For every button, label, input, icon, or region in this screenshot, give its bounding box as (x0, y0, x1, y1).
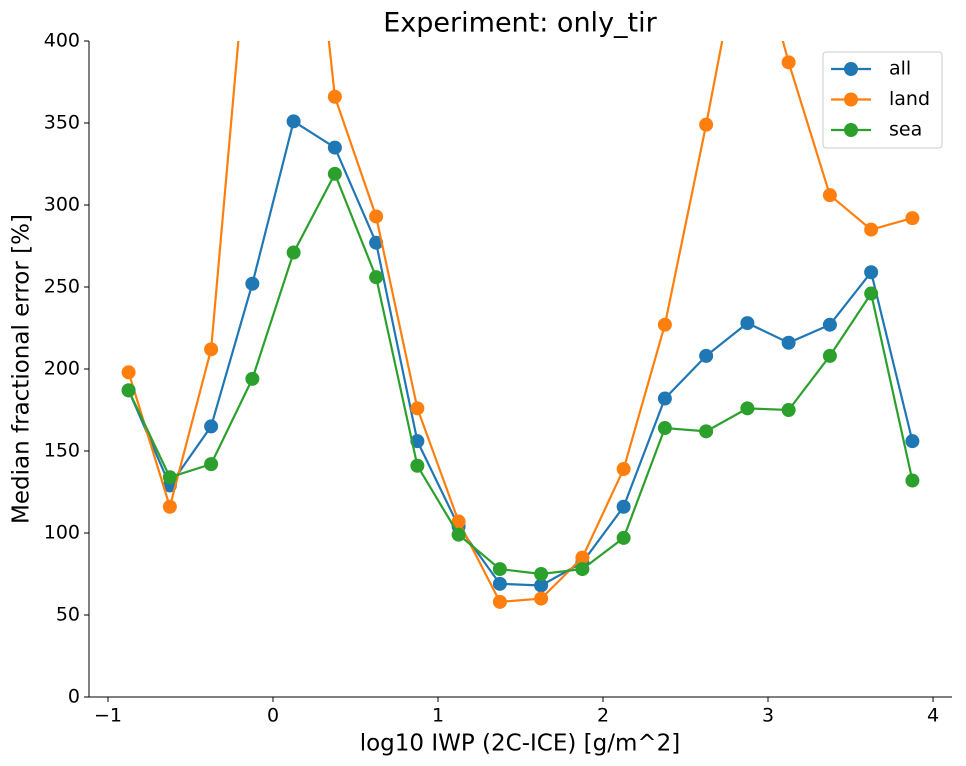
data-point (905, 211, 920, 226)
data-point (492, 576, 507, 591)
data-point (699, 117, 714, 132)
data-point (451, 527, 466, 542)
x-tick-label: 2 (597, 705, 609, 727)
data-point (864, 222, 879, 237)
legend-marker (844, 92, 858, 107)
data-point (451, 514, 466, 529)
data-point (740, 401, 755, 416)
legend-label: all (889, 58, 911, 80)
y-tick-label: 50 (56, 604, 80, 626)
data-point (162, 470, 177, 485)
data-point (286, 114, 301, 129)
data-point (822, 348, 837, 363)
x-tick-label: 0 (267, 705, 279, 727)
data-point (492, 562, 507, 577)
data-point (121, 383, 136, 398)
data-point (369, 270, 384, 285)
data-point (286, 245, 301, 260)
y-tick-label: 200 (44, 358, 80, 380)
data-point (616, 499, 631, 514)
data-point (905, 473, 920, 488)
data-point (657, 317, 672, 332)
legend-marker (844, 123, 858, 137)
data-point (327, 89, 342, 104)
data-point (699, 348, 714, 363)
data-point (575, 562, 590, 577)
y-tick-label: 150 (44, 440, 80, 462)
data-point (410, 458, 425, 473)
y-tick-label: 300 (44, 194, 80, 216)
series-line (127, 171, 914, 576)
data-point (822, 317, 837, 332)
data-point (204, 419, 219, 434)
plot-area (121, 41, 920, 609)
data-point (740, 316, 755, 331)
x-tick-label: 1 (432, 705, 444, 727)
data-point (822, 188, 837, 203)
data-point (616, 530, 631, 545)
y-axis-label: Median fractional error [%] (9, 214, 35, 524)
x-tick-label: 3 (762, 705, 774, 727)
data-point (575, 550, 590, 565)
y-tick-label: 400 (44, 30, 80, 52)
data-point (781, 55, 796, 70)
data-point (699, 424, 714, 439)
data-point (410, 401, 425, 416)
data-point (864, 265, 879, 280)
data-point (204, 342, 219, 357)
data-point (204, 457, 219, 472)
data-point (245, 276, 260, 291)
legend: all land sea (822, 51, 943, 149)
y-tick-label: 0 (68, 686, 80, 708)
data-point (781, 403, 796, 417)
x-tick-label: 4 (927, 705, 939, 727)
legend-label: land (889, 88, 930, 110)
data-point (369, 209, 384, 224)
legend-label: sea (889, 119, 922, 141)
series-line (127, 119, 914, 587)
data-point (616, 462, 631, 477)
x-tick-label: −1 (94, 705, 122, 727)
y-tick-label: 250 (44, 276, 80, 298)
chart-title: Experiment: only_tir (383, 8, 657, 39)
y-tick-label: 350 (44, 112, 80, 134)
data-point (534, 567, 549, 581)
data-point (864, 286, 879, 301)
data-point (162, 499, 177, 514)
data-point (245, 371, 260, 386)
data-point (492, 594, 507, 609)
data-point (781, 335, 796, 350)
data-point (121, 365, 136, 380)
data-point (534, 578, 549, 593)
data-point (905, 434, 920, 449)
data-point (327, 166, 342, 181)
y-tick-label: 100 (44, 522, 80, 544)
data-point (657, 391, 672, 406)
x-axis-label: log10 IWP (2C-ICE) [g/m^2] (360, 731, 681, 757)
data-point (534, 591, 549, 606)
legend-marker (844, 62, 858, 76)
data-point (657, 421, 672, 436)
data-point (369, 235, 384, 250)
series-line (127, 41, 913, 604)
data-point (327, 140, 342, 155)
